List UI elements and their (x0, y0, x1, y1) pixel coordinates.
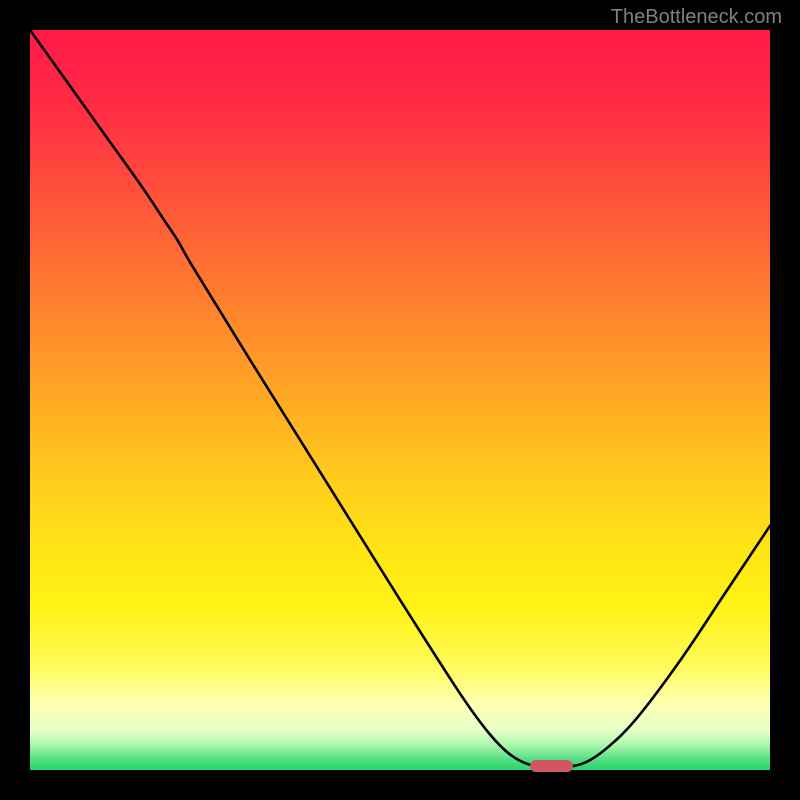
bottleneck-curve (30, 30, 770, 767)
curve-layer (30, 30, 770, 770)
watermark-text: TheBottleneck.com (611, 6, 782, 29)
optimal-marker (530, 760, 573, 772)
plot-area (30, 30, 770, 770)
